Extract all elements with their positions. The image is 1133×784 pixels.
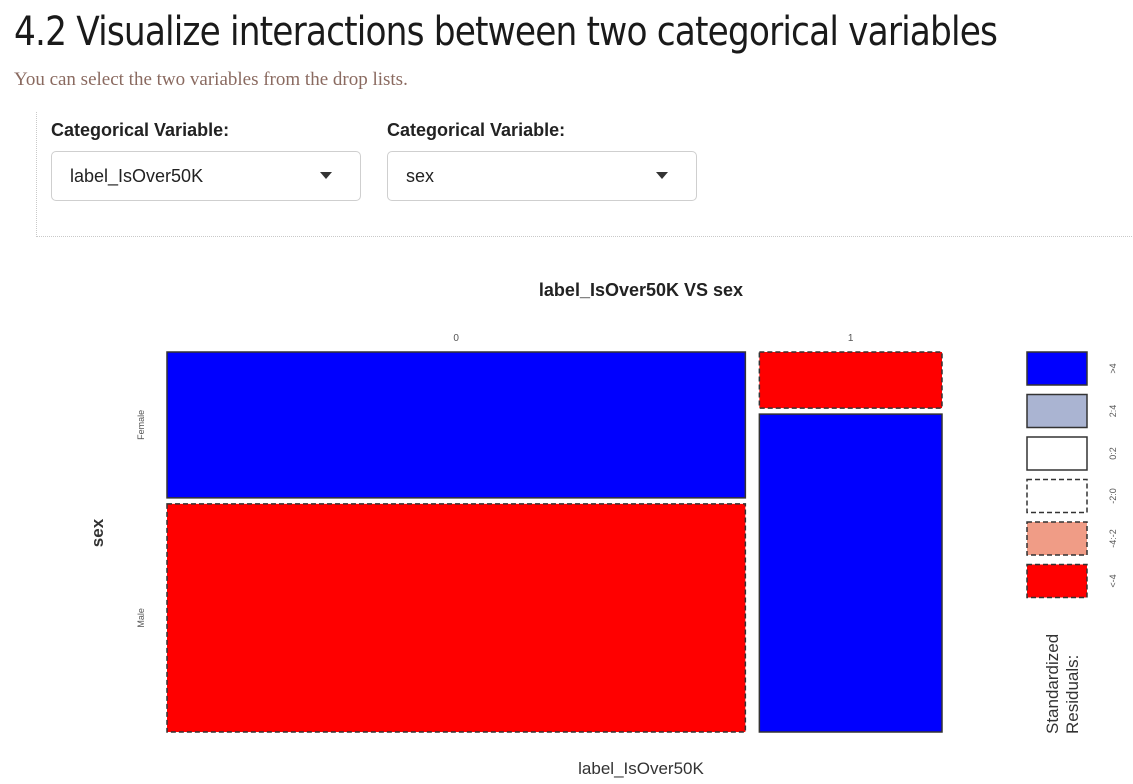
controls-panel: Categorical Variable: label_IsOver50K Ca… — [36, 112, 1133, 237]
x-axis-label: label_IsOver50K — [578, 759, 704, 778]
mosaic-cell — [758, 351, 943, 409]
y-axis-label: sex — [88, 518, 107, 547]
chart-title: label_IsOver50K VS sex — [539, 280, 743, 300]
y-tick-label: Female — [136, 410, 146, 440]
legend-swatch — [1026, 521, 1088, 556]
x-tick-label: 0 — [453, 333, 459, 344]
legend-title: StandardizedResiduals: — [1043, 634, 1082, 734]
legend-swatch — [1026, 393, 1088, 429]
column-variable-control: Categorical Variable: sex — [387, 120, 697, 201]
column-variable-value: sex — [406, 166, 435, 186]
legend-swatch — [1026, 478, 1088, 514]
x-tick-label: 1 — [848, 333, 854, 344]
y-tick-label: Male — [136, 608, 146, 628]
legend-label: <-4 — [1108, 574, 1118, 587]
column-variable-select[interactable]: sex — [387, 151, 697, 201]
legend-label: -4:-2 — [1108, 529, 1118, 548]
caret-down-icon — [656, 172, 668, 179]
row-variable-control: Categorical Variable: label_IsOver50K — [51, 120, 361, 201]
legend-swatch — [1026, 436, 1088, 471]
legend-swatch — [1026, 351, 1088, 386]
row-variable-select[interactable]: label_IsOver50K — [51, 151, 361, 201]
legend-label: -2:0 — [1108, 488, 1118, 504]
legend-label: 2:4 — [1108, 405, 1118, 418]
row-variable-value: label_IsOver50K — [70, 166, 204, 186]
legend-swatch — [1026, 563, 1088, 599]
legend-label: >4 — [1108, 363, 1118, 373]
legend-label: 0:2 — [1108, 447, 1118, 460]
page-title: 4.2 Visualize interactions between two c… — [14, 9, 998, 55]
page-subtitle: You can select the two variables from th… — [14, 69, 408, 90]
column-variable-label: Categorical Variable: — [387, 120, 566, 140]
mosaic-chart: label_IsOver50K VS sex label_IsOver50K sex… — [88, 280, 1118, 778]
mosaic-cell — [758, 413, 943, 733]
row-variable-label: Categorical Variable: — [51, 120, 230, 140]
caret-down-icon — [320, 172, 332, 179]
mosaic-cell — [166, 351, 747, 499]
mosaic-cell — [166, 503, 747, 733]
